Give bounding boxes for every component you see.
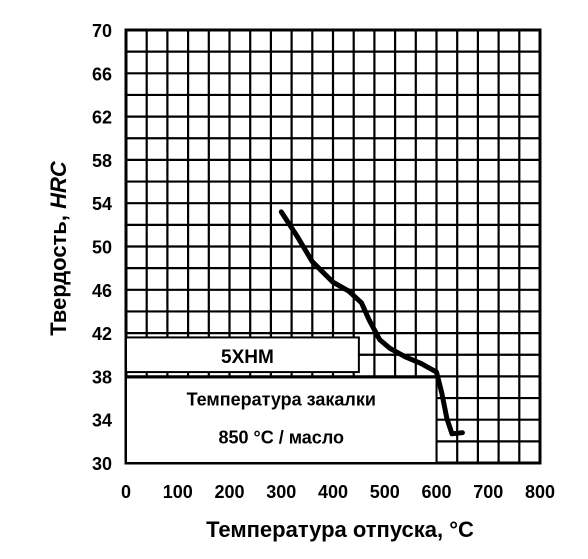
y-tick-label: 38 [92, 367, 112, 387]
y-tick-label: 70 [92, 21, 112, 41]
hardness-series-line [278, 209, 465, 437]
x-tick-label: 200 [214, 482, 244, 502]
x-tick-label: 800 [525, 482, 555, 502]
y-tick-label: 30 [92, 454, 112, 474]
x-tick-label: 100 [163, 482, 193, 502]
y-tick-label: 46 [92, 281, 112, 301]
hardening-temperature-label: Температура закалки [187, 390, 376, 410]
x-tick-label: 700 [473, 482, 503, 502]
quench-medium-label: 850 °С / масло [218, 428, 344, 448]
y-tick-label: 62 [92, 108, 112, 128]
x-tick-label: 0 [121, 482, 131, 502]
y-tick-label: 54 [92, 194, 112, 214]
y-axis-title: Твердость, HRC [46, 160, 71, 336]
x-axis-title: Температура отпуска, °C [206, 517, 474, 542]
y-tick-label: 66 [92, 64, 112, 84]
x-tick-label: 500 [370, 482, 400, 502]
y-axis-title-prefix: Твердость, [46, 209, 71, 336]
grade-box-rect [125, 336, 360, 374]
x-tick-label: 300 [266, 482, 296, 502]
x-tick-labels: 0 100 200 300 400 500 600 700 800 [121, 482, 555, 502]
x-tick-label: 400 [318, 482, 348, 502]
x-tick-label: 600 [421, 482, 451, 502]
hardening-box-rect [125, 376, 438, 465]
grade-box: 5ХНМ [125, 336, 360, 374]
y-tick-label: 42 [92, 324, 112, 344]
y-tick-label: 34 [92, 411, 112, 431]
y-tick-label: 58 [92, 151, 112, 171]
hardening-box: Температура закалки 850 °С / масло [125, 376, 438, 465]
steel-grade-label: 5ХНМ [221, 347, 274, 368]
y-tick-labels: 30 34 38 42 46 50 54 58 62 66 70 [92, 21, 112, 474]
y-axis-title-unit: HRC [46, 160, 71, 209]
y-tick-label: 50 [92, 238, 112, 258]
